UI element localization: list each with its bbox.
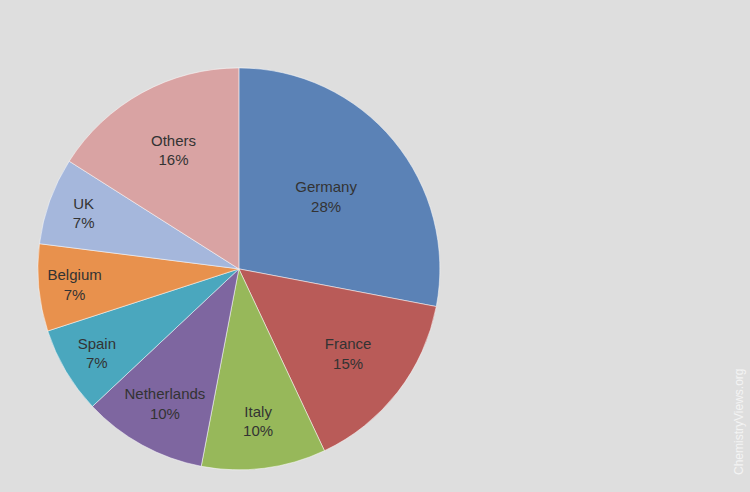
svg-text:UK7%: UK7% bbox=[73, 195, 95, 232]
svg-text:Italy10%: Italy10% bbox=[243, 403, 273, 440]
svg-text:Others16%: Others16% bbox=[151, 132, 196, 169]
svg-text:France15%: France15% bbox=[325, 335, 372, 372]
svg-text:Germany28%: Germany28% bbox=[295, 178, 357, 215]
svg-text:Netherlands10%: Netherlands10% bbox=[124, 385, 205, 422]
svg-text:Belgium7%: Belgium7% bbox=[48, 266, 102, 303]
svg-text:ChemistryViews.org: ChemistryViews.org bbox=[732, 369, 746, 475]
svg-text:Spain7%: Spain7% bbox=[78, 335, 116, 372]
